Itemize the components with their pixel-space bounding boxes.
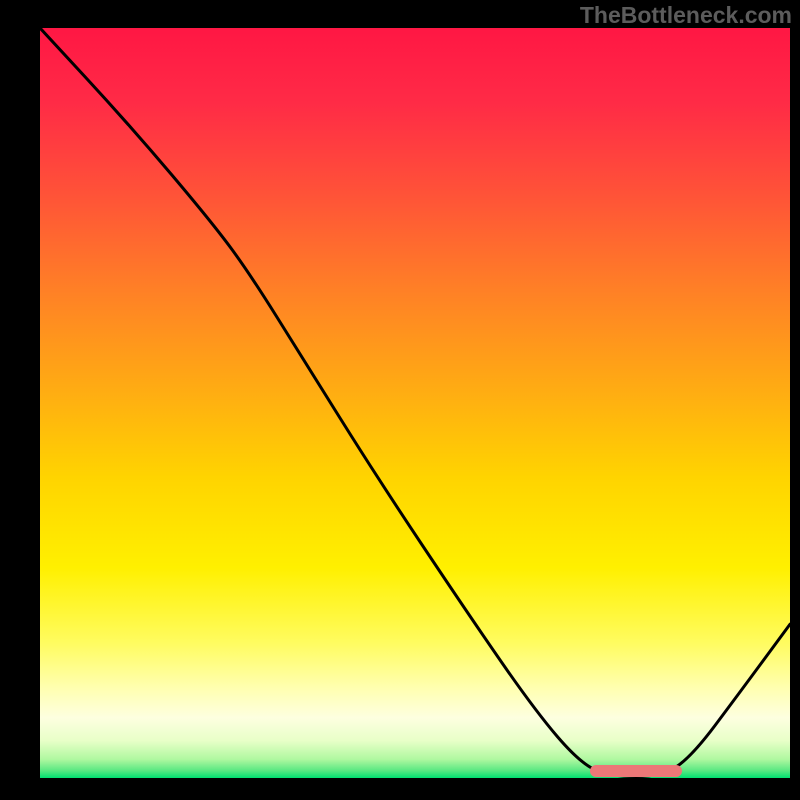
watermark-text: TheBottleneck.com [580, 2, 792, 29]
canvas: TheBottleneck.com [0, 0, 800, 800]
curve-svg [40, 28, 790, 778]
bottleneck-curve [40, 28, 790, 777]
plot-frame [40, 28, 790, 778]
optimal-range-marker [590, 765, 682, 777]
